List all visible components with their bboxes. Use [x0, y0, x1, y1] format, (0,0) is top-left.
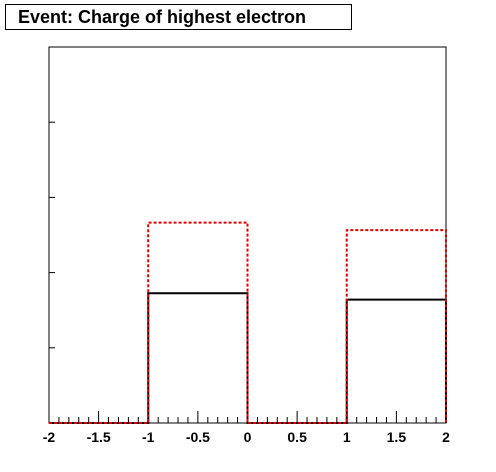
x-tick-label: -0.5	[186, 429, 210, 445]
x-tick-label: -1.5	[87, 429, 111, 445]
x-tick-label: -2	[43, 429, 56, 445]
histogram-series-dashed	[49, 221, 447, 424]
histogram-series-solid	[49, 292, 447, 424]
x-tick-label: 2	[442, 429, 450, 445]
x-tick-label: -1	[142, 429, 155, 445]
x-tick-label: 0.5	[287, 429, 307, 445]
x-tick-label: 1.5	[387, 429, 407, 445]
x-tick-labels: -2 -1.5 -1 -0.5 0 0.5 1 1.5 2	[43, 429, 450, 445]
x-tick-label: 1	[343, 429, 351, 445]
series-layer	[49, 221, 447, 424]
chart-title: Event: Charge of highest electron	[5, 4, 352, 30]
x-tick-label: 0	[244, 429, 252, 445]
